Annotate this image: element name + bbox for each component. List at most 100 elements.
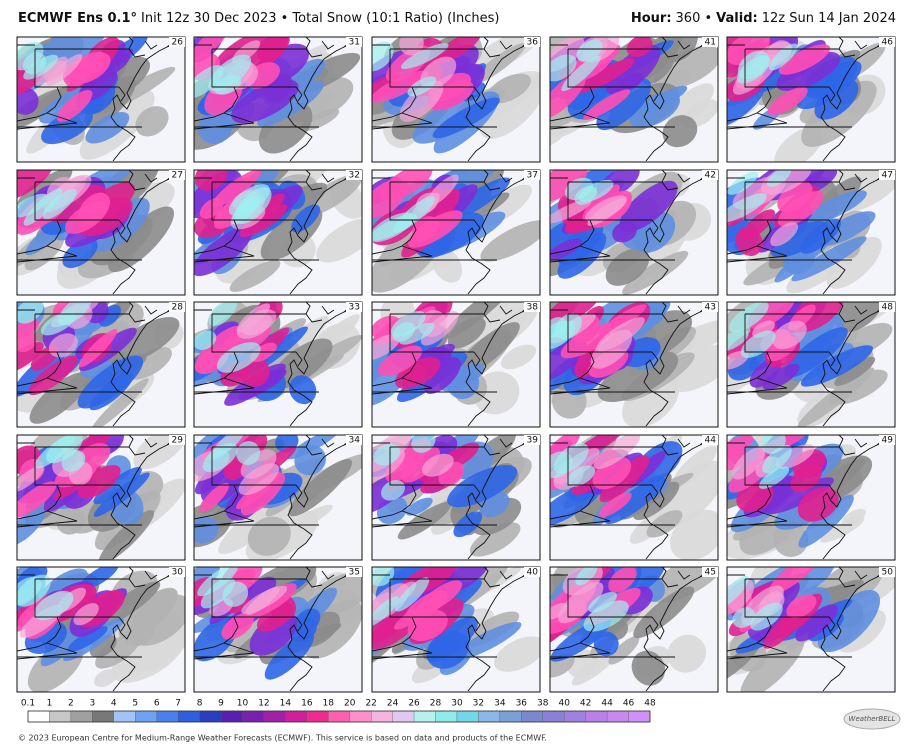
member-number: 35 [349,568,360,578]
member-badge [346,37,362,47]
snow-area [804,56,858,99]
snow-area [89,372,134,411]
snow-area [372,567,395,587]
snow-area [633,481,680,521]
map-panel: 45 [549,566,719,693]
snow-area [596,317,645,352]
snow-area [575,58,635,93]
member-badge [346,435,362,445]
member-number: 30 [172,568,184,578]
snow-area [432,37,481,64]
snow-area [77,464,121,499]
colorbar-swatch [521,710,543,723]
snow-area [24,232,65,271]
snow-area [453,511,483,538]
snow-area [401,43,449,70]
snow-area [224,617,262,653]
snow-area [61,449,86,472]
snow-area [770,222,799,247]
snow-area [608,636,640,665]
snow-area [247,516,291,556]
member-number: 41 [705,38,716,48]
snow-area [469,522,521,557]
colorbar-swatch [263,710,286,723]
snow-area [728,302,769,333]
snow-area [471,497,522,536]
colorbar-swatch [371,710,393,723]
colorbar-swatch [113,710,136,723]
colorbar-swatch [285,710,307,723]
map-area [17,37,185,162]
colorbar: 0.1 1 2 3 4 5 6 7 8 9 10 12 14 16 18 20 22 24 26 28 30 32 34 36… [21,699,656,723]
colorbar-label: 44 [601,699,613,709]
map-panel: 30 [16,566,186,693]
snow-area [575,567,598,586]
snow-area [727,435,754,462]
snow-area [605,248,650,286]
snow-area [662,115,698,148]
snow-area [638,85,688,114]
snow-area [399,322,435,345]
member-number: 37 [527,171,538,181]
member-badge [524,435,540,445]
member-badge [169,567,185,577]
snow-area [208,302,238,326]
snow-area [264,631,314,680]
map-area [372,567,540,692]
snow-area [373,443,401,466]
colorbar-label: 0.1 [21,699,35,709]
snow-area [426,630,469,669]
map-area [17,170,185,295]
snow-area [270,338,333,390]
snow-area [550,653,575,678]
colorbar-label: 26 [408,699,420,709]
snow-area [583,89,631,121]
snow-area [608,567,637,593]
snow-area [93,472,150,517]
colorbar-swatch [435,710,458,723]
snow-area [727,642,760,684]
panel-frame [371,566,541,693]
snow-area [56,90,93,122]
member-number: 47 [882,171,893,181]
snow-area [557,582,604,624]
snow-area [593,435,641,470]
snow-area [456,322,520,376]
map-panel: 42 [549,169,719,296]
colorbar-frame [27,710,651,723]
snow-area [239,204,288,237]
snow-area [765,477,834,515]
map-panel: 46 [726,36,896,163]
snow-area [740,634,805,692]
snow-area [740,330,776,358]
snow-area [209,54,252,92]
map-area [194,435,362,560]
panel-frame [16,434,186,561]
member-badge [346,170,362,180]
colorbar-label: 20 [344,699,356,709]
snow-area [372,596,400,627]
snow-area [578,179,614,203]
map-area [194,567,362,692]
member-number: 48 [882,303,894,313]
colorbar-swatch [220,710,243,723]
snow-area [667,634,707,673]
colorbar-swatch [177,710,200,723]
map-panel: 48 [726,301,896,428]
member-badge [702,170,718,180]
map-panel: 39 [371,434,541,561]
map-area [17,435,185,560]
colorbar-swatch [628,710,651,723]
snow-area [587,198,626,226]
panel-frame [549,434,719,561]
panel-frame [16,566,186,693]
snow-area [238,463,280,496]
snow-area [17,341,44,374]
colorbar-swatch [92,710,114,723]
snow-area [447,465,518,508]
snow-area [194,227,253,277]
map-area [727,170,895,295]
snow-area [42,37,107,67]
map-panel: 34 [193,434,363,561]
member-badge [346,567,362,577]
